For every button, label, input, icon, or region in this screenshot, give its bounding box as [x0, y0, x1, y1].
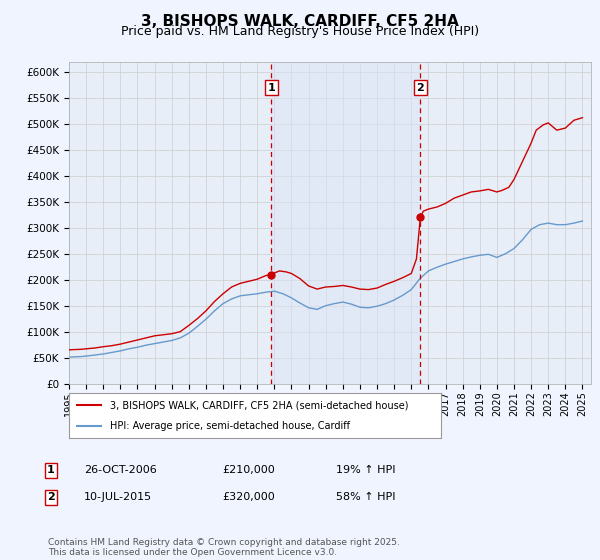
Text: 19% ↑ HPI: 19% ↑ HPI — [336, 465, 395, 475]
Text: 26-OCT-2006: 26-OCT-2006 — [84, 465, 157, 475]
Text: HPI: Average price, semi-detached house, Cardiff: HPI: Average price, semi-detached house,… — [110, 421, 350, 431]
Text: 10-JUL-2015: 10-JUL-2015 — [84, 492, 152, 502]
Text: 2: 2 — [47, 492, 55, 502]
Text: 3, BISHOPS WALK, CARDIFF, CF5 2HA: 3, BISHOPS WALK, CARDIFF, CF5 2HA — [141, 14, 459, 29]
Text: 58% ↑ HPI: 58% ↑ HPI — [336, 492, 395, 502]
Text: 3, BISHOPS WALK, CARDIFF, CF5 2HA (semi-detached house): 3, BISHOPS WALK, CARDIFF, CF5 2HA (semi-… — [110, 400, 409, 410]
Text: 1: 1 — [268, 82, 275, 92]
Text: £320,000: £320,000 — [222, 492, 275, 502]
Text: £210,000: £210,000 — [222, 465, 275, 475]
Text: Price paid vs. HM Land Registry's House Price Index (HPI): Price paid vs. HM Land Registry's House … — [121, 25, 479, 38]
Text: Contains HM Land Registry data © Crown copyright and database right 2025.
This d: Contains HM Land Registry data © Crown c… — [48, 538, 400, 557]
Text: 2: 2 — [416, 82, 424, 92]
Bar — [271, 62, 421, 384]
Text: 1: 1 — [47, 465, 55, 475]
